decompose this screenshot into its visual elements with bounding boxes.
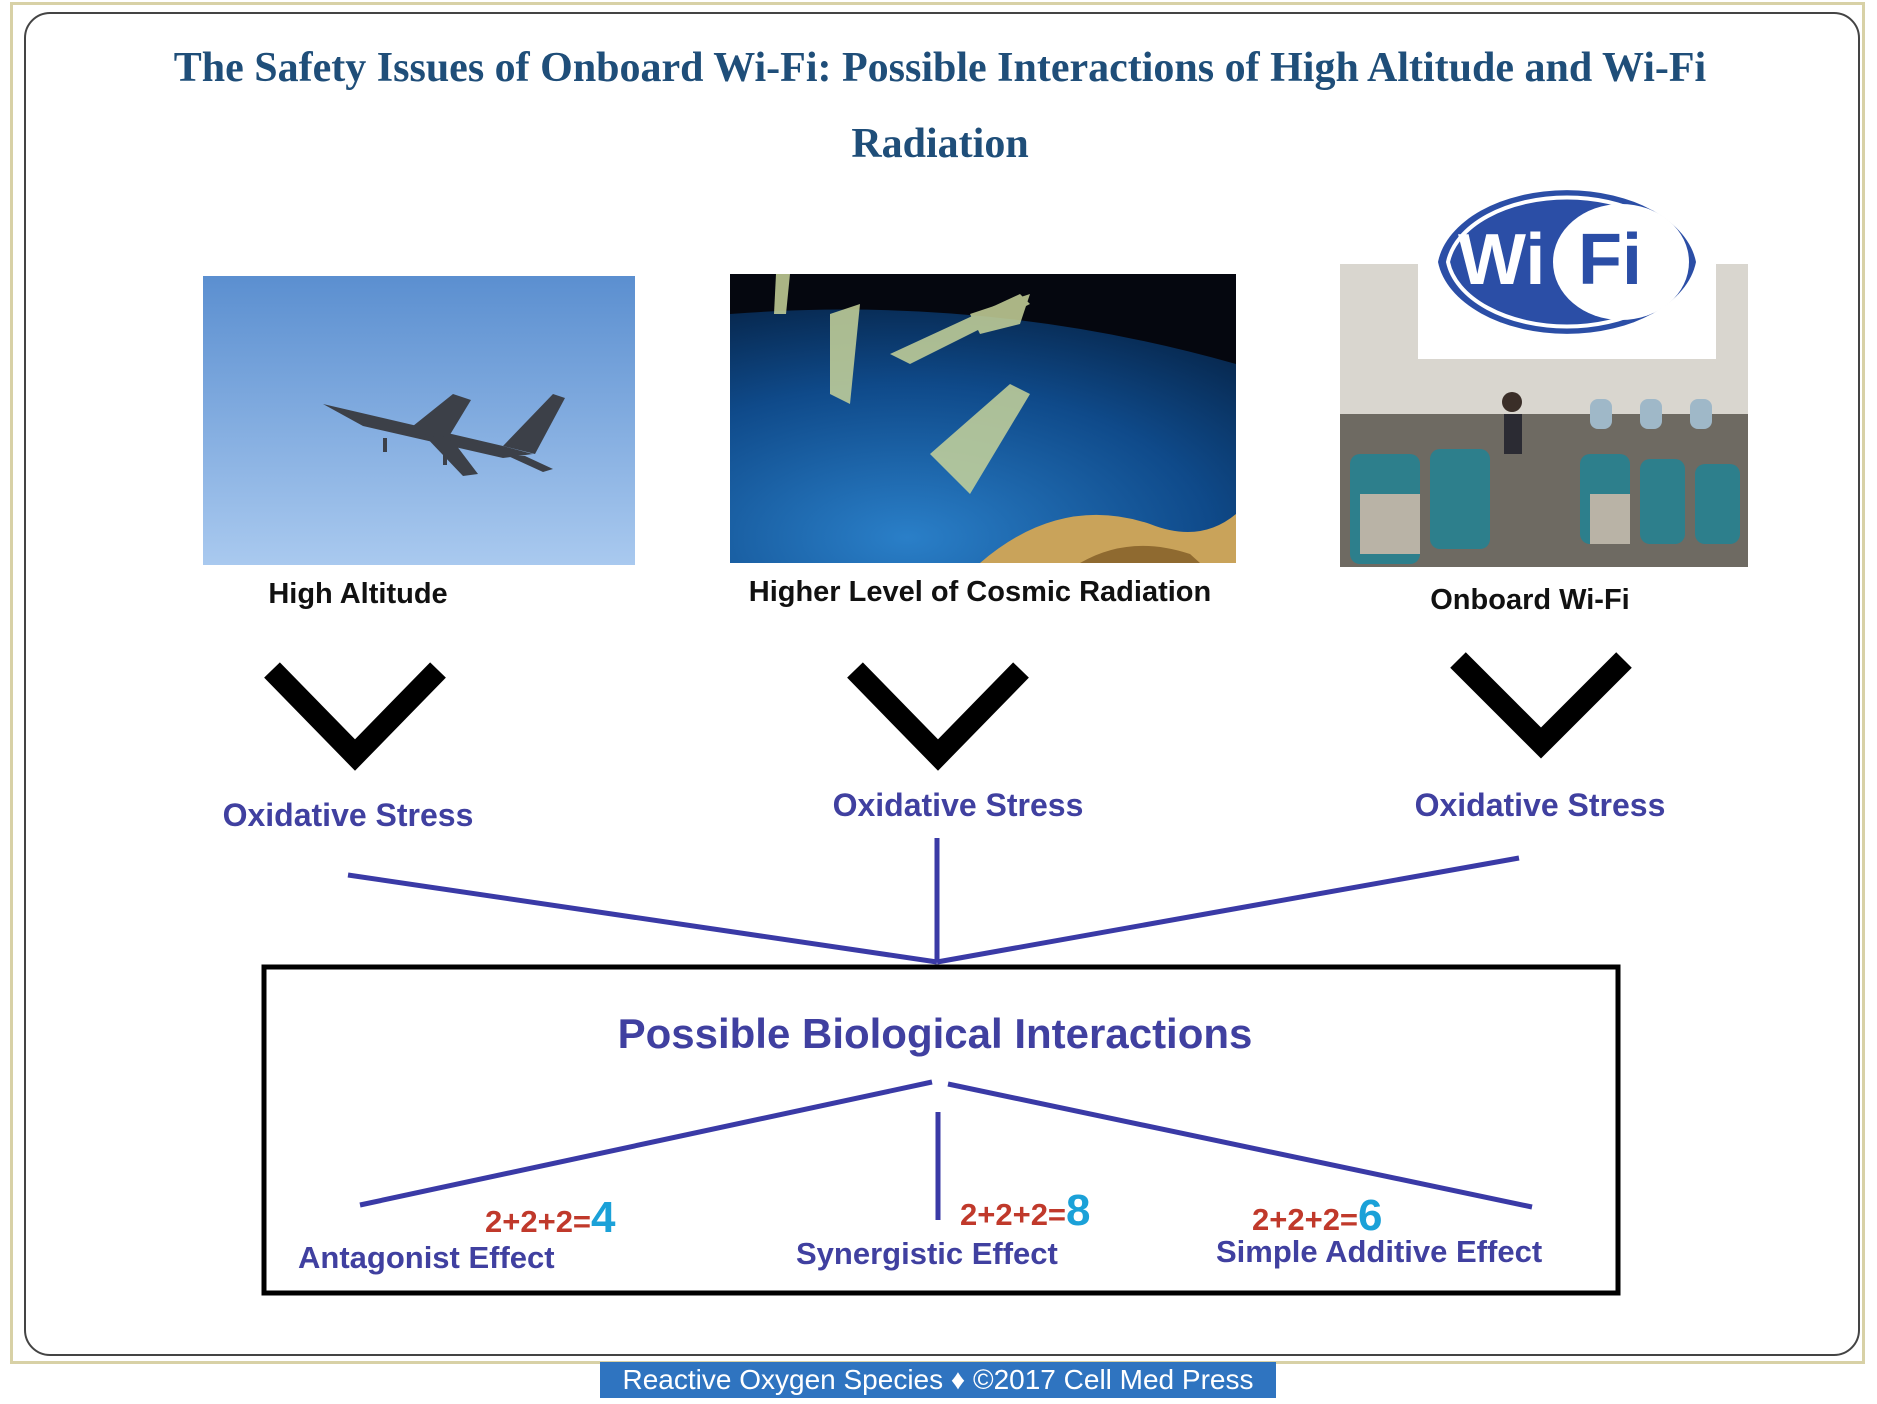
equation-text: 2+2+2= — [960, 1197, 1067, 1232]
synergistic-effect-label: Synergistic Effect — [796, 1236, 1058, 1271]
oxidative-stress-label-1: Oxidative Stress — [222, 797, 474, 833]
simple-additive-effect-label: Simple Additive Effect — [1216, 1234, 1543, 1269]
source-label-high-altitude: High Altitude — [268, 578, 448, 610]
source-label-cosmic-radiation: Higher Level of Cosmic Radiation — [748, 576, 1212, 608]
diagram-title: The Safety Issues of Onboard Wi-Fi: Poss… — [173, 45, 1707, 167]
equation-text: 2+2+2= — [1252, 1202, 1359, 1237]
equation-result: 4 — [591, 1193, 616, 1242]
interactions-title: Possible Biological Interactions — [617, 1010, 1253, 1057]
wifi-logo: Wi Fi — [1418, 166, 1716, 359]
oxidative-stress-label-2: Oxidative Stress — [832, 787, 1084, 823]
oxidative-stress-label-3: Oxidative Stress — [1414, 787, 1666, 823]
antagonist-equation: 2+2+2=4 — [485, 1193, 616, 1243]
source-label-onboard-wifi: Onboard Wi-Fi — [1430, 584, 1630, 616]
equation-result: 8 — [1066, 1186, 1091, 1235]
jet-photo — [203, 276, 635, 565]
wifi-logo-fi: Fi — [1578, 220, 1642, 300]
wifi-logo-wi: Wi — [1458, 220, 1545, 300]
antagonist-effect-label: Antagonist Effect — [298, 1240, 555, 1275]
diagram-frame — [24, 12, 1860, 1356]
synergistic-equation: 2+2+2=8 — [960, 1186, 1091, 1236]
equation-text: 2+2+2= — [485, 1204, 592, 1239]
equation-result: 6 — [1358, 1191, 1383, 1240]
cosmic-radiation-photo — [730, 274, 1236, 563]
footer-banner: Reactive Oxygen Species ♦ ©2017 Cell Med… — [600, 1362, 1276, 1398]
jet-icon — [323, 394, 565, 476]
additive-equation: 2+2+2=6 — [1252, 1191, 1383, 1241]
